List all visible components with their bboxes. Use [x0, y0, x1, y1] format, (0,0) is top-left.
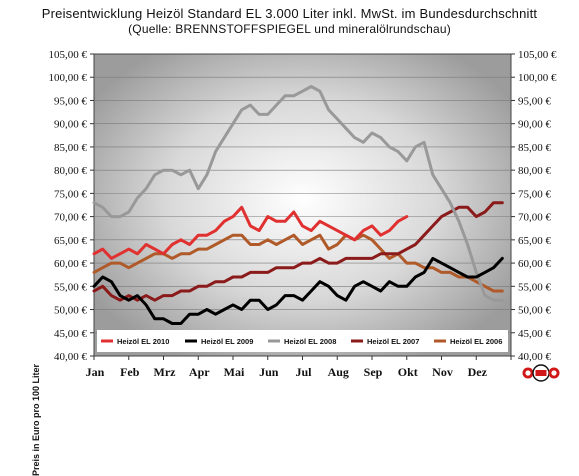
price-chart: 40,00 € 45,00 € 50,00 € 55,00 € 60,00 € 65,00… [49, 49, 558, 379]
y-tick-label: 95,00 € [54, 95, 88, 107]
legend-label: Heizöl EL 2008 [284, 337, 336, 346]
y-tick-label: 55,00 € [54, 281, 88, 293]
y-tick-label: 40,00 € [518, 351, 552, 363]
y-tick-label: 75,00 € [518, 188, 552, 200]
x-axis: Jan Feb Mrz Apr Mai Jun Jul Aug Sep Okt Nov Dez [86, 356, 512, 379]
y-tick-label: 45,00 € [518, 328, 552, 340]
legend-box [97, 330, 508, 352]
x-tick-label: Feb [120, 365, 140, 379]
y-tick-label: 70,00 € [518, 212, 552, 224]
chart-subtitle: (Quelle: BRENNSTOFFSPIEGEL und mineralöl… [128, 22, 451, 36]
y-tick-label: 85,00 € [54, 142, 88, 154]
x-tick-label: Jan [86, 365, 105, 379]
y-tick-label: 50,00 € [54, 305, 88, 317]
y-tick-label: 90,00 € [518, 119, 552, 131]
y-tick-label: 100,00 € [518, 72, 557, 84]
legend-label: Heizöl EL 2010 [117, 337, 169, 346]
y-tick-label: 60,00 € [518, 258, 552, 270]
x-tick-label: Dez [468, 365, 488, 379]
y-tick-label: 100,00 € [49, 72, 88, 84]
y-tick-label: 65,00 € [518, 235, 552, 247]
y-tick-label: 85,00 € [518, 142, 552, 154]
x-tick-label: Jul [295, 365, 312, 379]
y-tick-label: 55,00 € [518, 281, 552, 293]
y-tick-label: 105,00 € [49, 49, 88, 61]
series-line-heizöl-el-2007 [92, 201, 504, 302]
legend-label: Heizöl EL 2007 [367, 337, 419, 346]
y-tick-label: 40,00 € [54, 351, 88, 363]
y-tick-label: 90,00 € [54, 119, 88, 131]
y-tick-label: 50,00 € [518, 305, 552, 317]
y-tick-label: 65,00 € [54, 235, 88, 247]
y-tick-label: 80,00 € [54, 165, 88, 177]
y-tick-label: 95,00 € [518, 95, 552, 107]
y-tick-label: 75,00 € [54, 188, 88, 200]
y-tick-label: 45,00 € [54, 328, 88, 340]
legend: Heizöl EL 2010 Heizöl EL 2009 Heizöl EL 20… [97, 330, 508, 352]
x-tick-label: Mai [224, 365, 245, 379]
legend-label: Heizöl EL 2009 [201, 337, 253, 346]
y-axis-right: 40,00 € 45,00 € 50,00 € 55,00 € 60,00 € 65,00… [511, 49, 557, 363]
series-line-heizöl-el-2009 [92, 256, 504, 325]
x-tick-label: Aug [328, 365, 349, 379]
y-axis-left: 40,00 € 45,00 € 50,00 € 55,00 € 60,00 € 65,00… [49, 49, 94, 363]
y-tick-label: 60,00 € [54, 258, 88, 270]
series-line-heizöl-el-2010 [92, 205, 409, 260]
x-tick-label: Apr [189, 365, 210, 379]
x-tick-label: Okt [398, 365, 418, 379]
y-tick-label: 80,00 € [518, 165, 552, 177]
x-tick-label: Jun [259, 365, 279, 379]
y-tick-label: 70,00 € [54, 212, 88, 224]
x-tick-label: Sep [364, 365, 383, 379]
legend-label: Heizöl EL 2006 [450, 337, 502, 346]
x-tick-label: Nov [432, 365, 453, 379]
x-tick-label: Mrz [154, 365, 177, 379]
series-line-heizöl-el-2008 [92, 85, 504, 302]
chart-title: Preisentwicklung Heizöl Standard EL 3.00… [41, 6, 538, 21]
y-tick-label: 105,00 € [518, 49, 557, 61]
grid-lines [94, 76, 511, 334]
series-lines [92, 85, 504, 325]
plot-area [93, 53, 512, 357]
